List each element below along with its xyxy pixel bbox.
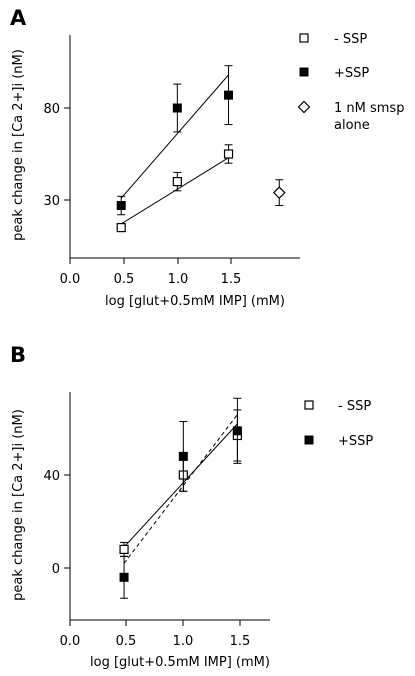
legend-label: +SSP <box>334 66 369 81</box>
y-tick-label: 0 <box>52 562 60 577</box>
y-tick-label: 30 <box>43 194 60 209</box>
panel-b: B 0 40 0.0 0.5 1.0 1.5 log [glut+0.5mM IMP] (mM… <box>10 343 373 670</box>
legend-label: +SSP <box>338 434 373 449</box>
x-tick-label: 0.5 <box>114 272 135 287</box>
legend: - SSP +SSP <box>304 399 373 449</box>
legend-marker <box>297 100 311 114</box>
series-ssp <box>119 397 242 599</box>
x-tick-label: 0.0 <box>60 634 81 649</box>
x-tick-label: 1.0 <box>168 272 189 287</box>
fit-line <box>123 423 238 548</box>
panel-label: A <box>10 6 27 30</box>
data-point <box>119 544 129 555</box>
fit-line <box>123 414 238 564</box>
data-point <box>172 177 182 187</box>
x-axis-label: log [glut+0.5mM IMP] (mM) <box>90 655 270 670</box>
legend-marker <box>304 400 314 410</box>
x-tick-label: 1.0 <box>173 634 194 649</box>
legend: - SSP +SSP 1 nM smsp alone <box>297 32 404 133</box>
legend-label: - SSP <box>334 32 367 47</box>
legend-marker <box>299 33 309 43</box>
fit-line <box>120 74 229 199</box>
series-ssp <box>116 65 234 216</box>
y-tick-label: 80 <box>43 102 60 117</box>
y-axis-label: peak change in [Ca 2+]i (nM) <box>11 49 26 241</box>
data-point <box>223 149 234 159</box>
data-point <box>224 90 234 100</box>
series-ssp <box>119 409 242 557</box>
data-point <box>116 223 126 233</box>
data-point <box>119 572 129 582</box>
x-tick-label: 0.5 <box>116 634 137 649</box>
data-point <box>272 186 286 199</box>
x-tick-label: 0.0 <box>60 272 81 287</box>
x-tick-label: 1.5 <box>230 634 251 649</box>
data-point <box>178 451 188 461</box>
legend-marker <box>299 67 309 77</box>
legend-label: - SSP <box>338 399 371 414</box>
panel-a: A 30 80 0.0 0.5 1.0 1.5 log [glut+0.5mM IMP] (m… <box>10 6 404 309</box>
y-axis-label: peak change in [Ca 2+]i (nM) <box>11 409 26 601</box>
series-1-nm-smsp-alone <box>272 179 286 207</box>
legend-marker <box>304 435 314 445</box>
panel-label: B <box>10 343 26 367</box>
data-point <box>232 426 242 436</box>
legend-label: 1 nM smsp <box>334 101 404 116</box>
x-tick-label: 1.5 <box>221 272 242 287</box>
legend-label: alone <box>334 118 370 133</box>
data-point <box>116 201 126 211</box>
y-tick-label: 40 <box>43 469 60 484</box>
data-point <box>172 103 182 113</box>
x-axis-label: log [glut+0.5mM IMP] (mM) <box>105 294 285 309</box>
series-ssp <box>116 144 234 233</box>
